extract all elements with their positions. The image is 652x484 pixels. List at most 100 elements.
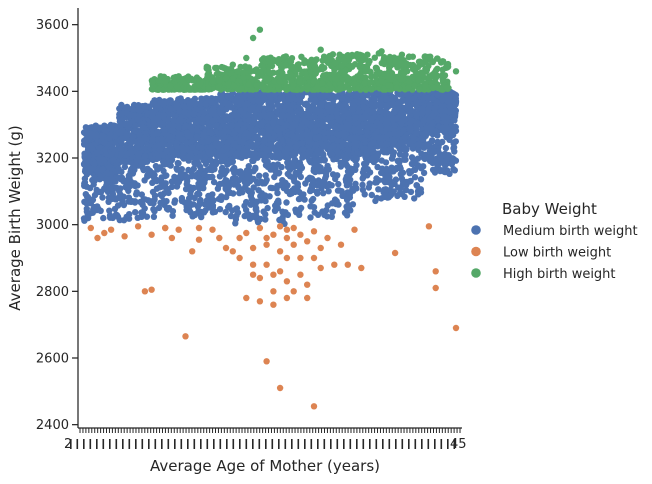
point-medium-birth-weight <box>345 147 352 154</box>
point-medium-birth-weight <box>334 149 342 156</box>
point-medium-birth-weight <box>166 142 173 149</box>
point-medium-birth-weight <box>379 166 387 173</box>
point-medium-birth-weight <box>212 111 219 118</box>
point-medium-birth-weight <box>221 169 229 176</box>
point-medium-birth-weight <box>426 147 434 155</box>
point-medium-birth-weight <box>160 180 168 187</box>
point-medium-birth-weight <box>271 173 278 181</box>
point-medium-birth-weight <box>161 173 168 180</box>
point-medium-birth-weight <box>102 176 110 183</box>
point-medium-birth-weight <box>434 99 441 106</box>
point-medium-birth-weight <box>129 133 137 141</box>
point-medium-birth-weight <box>392 166 400 173</box>
point-medium-birth-weight <box>229 166 237 173</box>
point-medium-birth-weight <box>314 211 322 218</box>
point-medium-birth-weight <box>216 206 224 213</box>
point-medium-birth-weight <box>402 186 410 194</box>
point-medium-birth-weight <box>438 167 446 174</box>
point-medium-birth-weight <box>128 149 135 156</box>
point-medium-birth-weight <box>335 131 342 139</box>
point-medium-birth-weight <box>122 134 130 142</box>
point-medium-birth-weight <box>226 159 233 166</box>
point-medium-birth-weight <box>96 188 104 196</box>
point-medium-birth-weight <box>335 201 342 208</box>
point-medium-birth-weight <box>167 162 174 169</box>
point-medium-birth-weight <box>149 135 156 143</box>
point-medium-birth-weight <box>205 149 212 156</box>
point-medium-birth-weight <box>174 166 181 173</box>
point-medium-birth-weight <box>91 191 99 199</box>
point-medium-birth-weight <box>188 173 195 180</box>
point-medium-birth-weight <box>275 199 282 207</box>
point-medium-birth-weight <box>253 134 261 141</box>
point-medium-birth-weight <box>223 144 230 151</box>
point-medium-birth-weight <box>417 176 425 183</box>
point-medium-birth-weight <box>94 149 102 157</box>
point-medium-birth-weight <box>171 197 179 204</box>
point-medium-birth-weight <box>316 168 323 175</box>
point-medium-birth-weight <box>273 108 280 115</box>
point-medium-birth-weight <box>163 198 170 205</box>
point-medium-birth-weight <box>411 158 419 166</box>
point-medium-birth-weight <box>170 122 177 129</box>
point-medium-birth-weight <box>167 133 174 140</box>
point-medium-birth-weight <box>326 150 334 157</box>
point-medium-birth-weight <box>404 92 412 99</box>
point-medium-birth-weight <box>173 101 181 108</box>
point-medium-birth-weight <box>294 180 301 188</box>
point-high-birth-weight <box>205 85 212 93</box>
point-medium-birth-weight <box>127 182 134 190</box>
point-medium-birth-weight <box>195 160 202 168</box>
point-medium-birth-weight <box>245 169 253 176</box>
point-medium-birth-weight <box>396 151 404 158</box>
point-medium-birth-weight <box>182 122 189 130</box>
point-medium-birth-weight <box>191 194 198 202</box>
point-medium-birth-weight <box>197 101 204 108</box>
point-medium-birth-weight <box>302 131 309 138</box>
point-medium-birth-weight <box>163 98 170 106</box>
point-medium-birth-weight <box>413 124 420 132</box>
point-medium-birth-weight <box>352 114 359 122</box>
point-medium-birth-weight <box>156 184 163 191</box>
point-medium-birth-weight <box>141 153 149 160</box>
point-medium-birth-weight <box>344 168 352 175</box>
point-medium-birth-weight <box>405 178 413 185</box>
point-medium-birth-weight <box>335 180 342 188</box>
point-medium-birth-weight <box>221 133 228 141</box>
point-medium-birth-weight <box>81 180 88 187</box>
point-medium-birth-weight <box>328 213 335 220</box>
point-medium-birth-weight <box>93 132 101 139</box>
point-medium-birth-weight <box>344 162 351 170</box>
point-high-birth-weight <box>155 77 163 85</box>
point-medium-birth-weight <box>389 100 397 108</box>
point-medium-birth-weight <box>126 211 133 218</box>
point-medium-birth-weight <box>255 97 262 104</box>
point-medium-birth-weight <box>173 178 180 185</box>
point-medium-birth-weight <box>165 189 172 197</box>
point-medium-birth-weight <box>364 124 371 131</box>
point-medium-birth-weight <box>439 96 446 104</box>
point-medium-birth-weight <box>452 138 459 145</box>
point-medium-birth-weight <box>240 110 247 117</box>
point-medium-birth-weight <box>148 172 156 179</box>
point-medium-birth-weight <box>419 135 426 142</box>
point-medium-birth-weight <box>360 103 367 111</box>
point-medium-birth-weight <box>225 101 232 108</box>
point-medium-birth-weight <box>244 180 251 187</box>
point-medium-birth-weight <box>297 204 305 212</box>
point-medium-birth-weight <box>196 191 203 198</box>
point-medium-birth-weight <box>208 162 216 169</box>
point-medium-birth-weight <box>315 177 322 184</box>
point-medium-birth-weight <box>241 212 248 220</box>
point-medium-birth-weight <box>123 109 130 117</box>
point-high-birth-weight <box>185 75 192 83</box>
point-medium-birth-weight <box>265 125 273 132</box>
point-medium-birth-weight <box>158 135 165 143</box>
point-medium-birth-weight <box>141 205 148 212</box>
point-medium-birth-weight <box>373 119 380 126</box>
point-medium-birth-weight <box>206 128 214 136</box>
point-medium-birth-weight <box>245 117 253 124</box>
point-medium-birth-weight <box>356 124 363 131</box>
point-medium-birth-weight <box>388 155 396 162</box>
point-medium-birth-weight <box>261 156 268 164</box>
